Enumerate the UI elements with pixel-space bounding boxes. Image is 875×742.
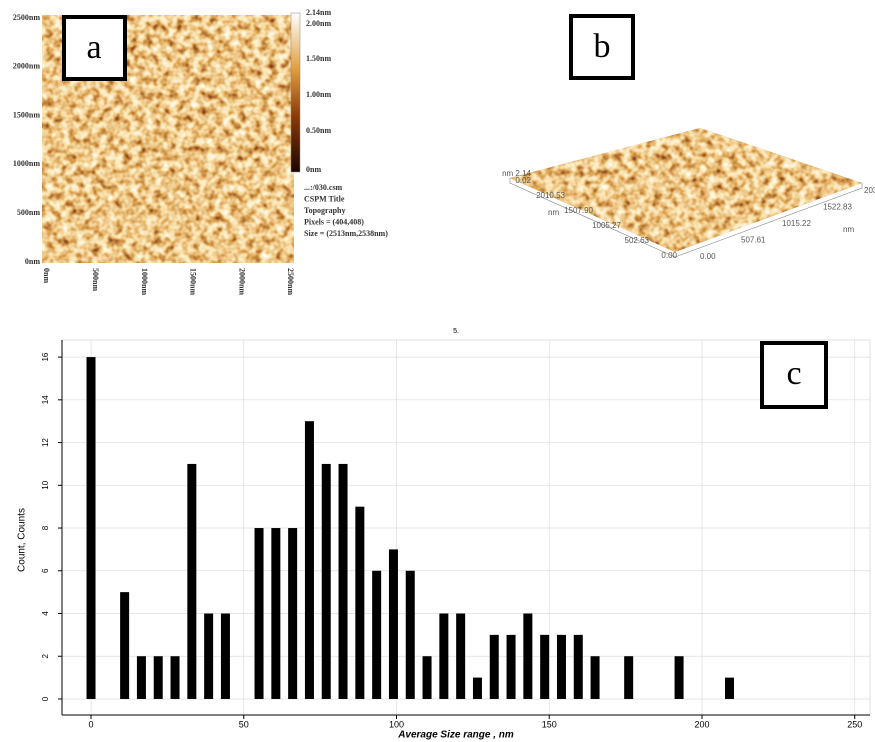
bar	[221, 614, 230, 699]
y-tick-label: 12	[41, 438, 50, 447]
x-axis-title: Average Size range , nm	[397, 730, 514, 741]
bar	[355, 507, 364, 699]
bar	[439, 614, 448, 699]
bar	[557, 635, 566, 699]
bar	[406, 571, 415, 699]
x-tick-label: 0.00	[700, 252, 716, 261]
x-tick-label: 50	[239, 719, 249, 729]
bar	[154, 656, 163, 699]
y-tick-label: 16	[41, 352, 50, 361]
colorbar	[291, 13, 300, 172]
info-line: Size = (2513nm,2538nm)	[304, 229, 388, 238]
bar	[423, 656, 432, 699]
bar	[624, 656, 633, 699]
bar	[540, 635, 549, 699]
surface-3d	[505, 125, 865, 255]
x-tick-label: 1015.22	[782, 219, 811, 228]
colorbar-label: 0.50nm	[306, 126, 331, 135]
colorbar-label: 0nm	[306, 165, 321, 174]
info-line: Pixels = (404,408)	[304, 217, 364, 226]
x-tick-label: 0	[89, 719, 94, 729]
y-tick-label: 0.00	[661, 251, 677, 260]
y-tick-label: 502.63	[625, 236, 650, 245]
bar	[288, 528, 297, 699]
plot-area	[62, 340, 870, 715]
y-tick-label: 1500nm	[13, 110, 40, 119]
bar	[456, 614, 465, 699]
bar	[137, 656, 146, 699]
info-line: Topography	[304, 206, 346, 215]
y-tick-label: 1507.90	[564, 206, 593, 215]
y-tick-label: 2	[41, 653, 50, 658]
colorbar-label: 2.00nm	[306, 19, 331, 28]
bar	[389, 549, 398, 699]
x-tick-label: 200	[694, 719, 709, 729]
x-tick-label: 1000nm	[140, 268, 149, 295]
x-tick-label: 1500nm	[189, 268, 198, 295]
bar	[204, 614, 213, 699]
bar	[305, 421, 314, 699]
bar	[473, 678, 482, 699]
bar	[120, 592, 129, 699]
x-tick-label: 150	[542, 719, 557, 729]
y-tick-label: 500nm	[17, 208, 40, 217]
z-label: 0.02	[515, 176, 531, 185]
bar	[187, 464, 196, 699]
bar	[507, 635, 516, 699]
panel-label: c	[786, 355, 801, 392]
y-tick-label: 2000nm	[13, 62, 40, 71]
bar	[523, 614, 532, 699]
bar	[725, 678, 734, 699]
y-tick-label: 10	[41, 480, 50, 489]
x-tick-label: 0nm	[42, 268, 51, 283]
panel-label: b	[594, 28, 611, 65]
y-tick-label: 2010.53	[536, 191, 565, 200]
chart-title: 5.	[453, 328, 459, 335]
colorbar-label: 2.14nm	[306, 8, 331, 17]
bar	[675, 656, 684, 699]
colorbar-label: 1.50nm	[306, 54, 331, 63]
x-tick-label: 100	[389, 719, 404, 729]
info-line: CSPM Title	[304, 194, 345, 203]
y-tick-label: 1000nm	[13, 159, 40, 168]
y-axis-title: Count, Counts	[17, 508, 28, 572]
x-tick-label: 2500nm	[286, 268, 295, 295]
y-tick-label: 0	[41, 696, 50, 701]
bar	[372, 571, 381, 699]
bar	[574, 635, 583, 699]
x-tick-label: 2000nm	[237, 268, 246, 295]
panel-label: a	[86, 29, 101, 66]
y-tick-label: 6	[41, 568, 50, 573]
figure: a 2500nm2000nm1500nm1000nm500nm0nm0nm500…	[0, 0, 875, 742]
x-unit: nm	[843, 225, 854, 234]
y-tick-label: 14	[41, 395, 50, 404]
bar	[255, 528, 264, 699]
y-tick-label: 4	[41, 611, 50, 616]
bar	[87, 357, 96, 699]
y-tick-label: 1005.27	[592, 221, 621, 230]
bar	[322, 464, 331, 699]
bar	[271, 528, 280, 699]
x-tick-label: 2030.44	[864, 186, 875, 195]
bar	[591, 656, 600, 699]
bar	[490, 635, 499, 699]
panel-b: b nm 2.140.022010.531507.901005.27502.63…	[502, 16, 875, 261]
info-line: ...:/030.csm	[304, 183, 343, 192]
y-tick-label: 2500nm	[13, 13, 40, 22]
bar	[339, 464, 348, 699]
colorbar-label: 1.00nm	[306, 90, 331, 99]
x-tick-label: 1522.83	[823, 203, 852, 212]
panel-c: 0 2 4 6 8 10 12 14 16 0 50 100 150 200 250 5. Average Si…	[17, 328, 870, 741]
y-tick-label: 0nm	[25, 257, 40, 266]
x-tick-label: 500nm	[91, 268, 100, 291]
x-tick-label: 250	[847, 719, 862, 729]
y-tick-label: 8	[41, 525, 50, 530]
y-unit: nm	[548, 208, 559, 217]
x-tick-label: 507.61	[741, 236, 766, 245]
bar	[171, 656, 180, 699]
